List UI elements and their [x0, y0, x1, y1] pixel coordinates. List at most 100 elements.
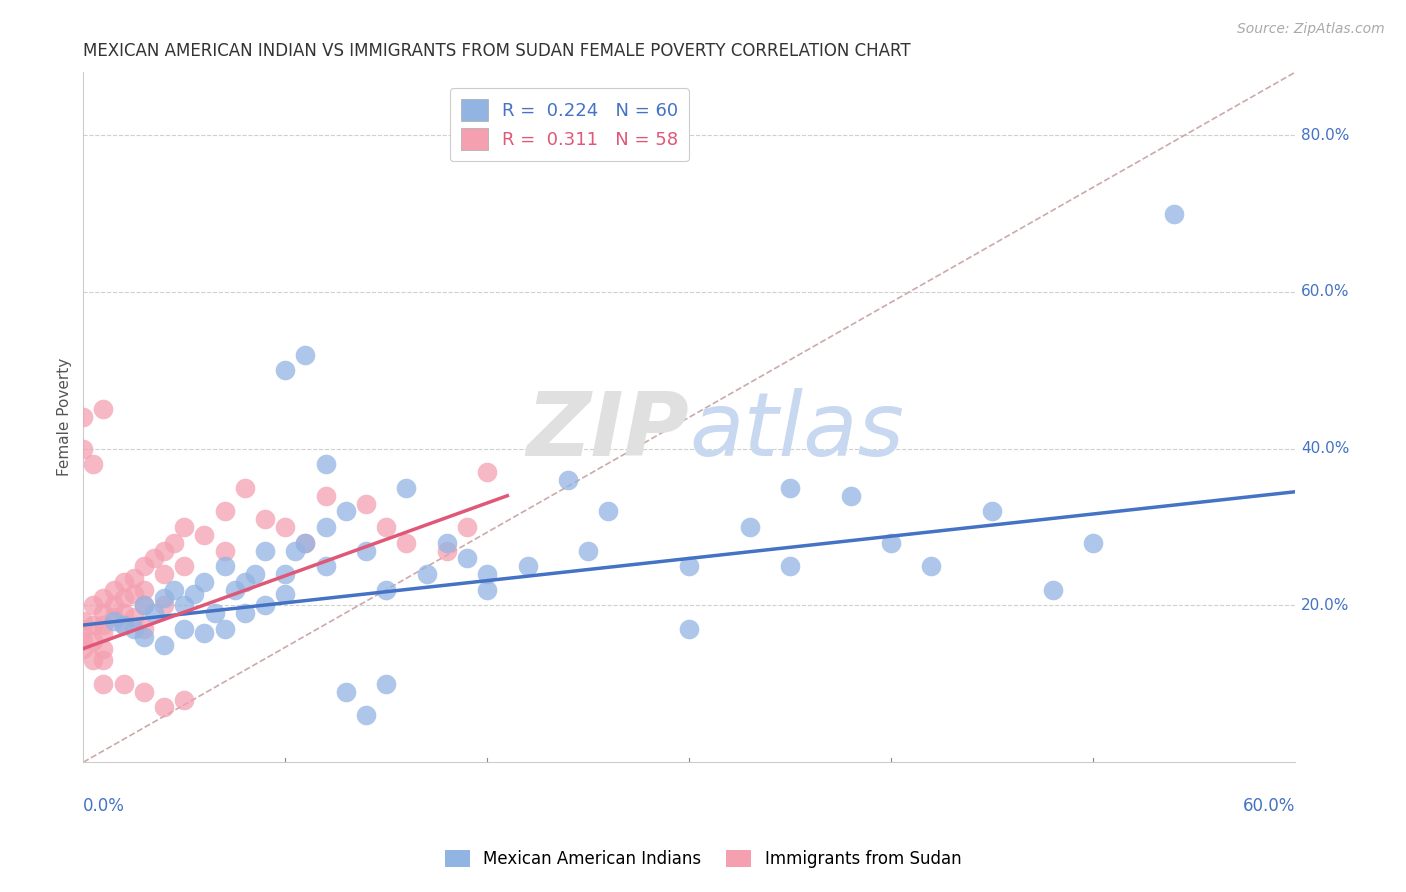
Y-axis label: Female Poverty: Female Poverty — [58, 359, 72, 476]
Point — [243, 567, 266, 582]
Point — [93, 626, 115, 640]
Point — [779, 559, 801, 574]
Point — [93, 677, 115, 691]
Point — [72, 410, 94, 425]
Point — [274, 587, 297, 601]
Point — [436, 535, 458, 549]
Point — [132, 684, 155, 698]
Point — [163, 535, 186, 549]
Point — [153, 567, 176, 582]
Point — [103, 610, 125, 624]
Point — [456, 520, 478, 534]
Point — [82, 458, 104, 472]
Point — [72, 633, 94, 648]
Text: 60.0%: 60.0% — [1243, 797, 1295, 814]
Point — [173, 692, 195, 706]
Point — [354, 543, 377, 558]
Point — [93, 591, 115, 605]
Point — [274, 567, 297, 582]
Point — [557, 473, 579, 487]
Point — [132, 599, 155, 613]
Point — [93, 402, 115, 417]
Text: 80.0%: 80.0% — [1301, 128, 1350, 143]
Point — [335, 504, 357, 518]
Point — [456, 551, 478, 566]
Point — [173, 559, 195, 574]
Point — [153, 543, 176, 558]
Point — [93, 607, 115, 621]
Point — [103, 582, 125, 597]
Point — [395, 481, 418, 495]
Point — [475, 567, 498, 582]
Point — [153, 591, 176, 605]
Point — [82, 618, 104, 632]
Point — [153, 638, 176, 652]
Point — [294, 348, 316, 362]
Text: 0.0%: 0.0% — [83, 797, 125, 814]
Point — [294, 535, 316, 549]
Point — [375, 520, 398, 534]
Point — [598, 504, 620, 518]
Text: 20.0%: 20.0% — [1301, 598, 1350, 613]
Point — [475, 465, 498, 479]
Point — [315, 489, 337, 503]
Point — [112, 591, 135, 605]
Point — [103, 599, 125, 613]
Point — [436, 543, 458, 558]
Point — [354, 708, 377, 723]
Point — [132, 622, 155, 636]
Point — [153, 700, 176, 714]
Text: atlas: atlas — [689, 388, 904, 475]
Point — [1081, 535, 1104, 549]
Point — [132, 559, 155, 574]
Point — [82, 653, 104, 667]
Point — [72, 641, 94, 656]
Text: ZIP: ZIP — [526, 388, 689, 475]
Point — [233, 574, 256, 589]
Point — [253, 512, 276, 526]
Point — [173, 599, 195, 613]
Point — [183, 587, 205, 601]
Point — [375, 677, 398, 691]
Point — [779, 481, 801, 495]
Point — [132, 582, 155, 597]
Point — [475, 582, 498, 597]
Point — [143, 607, 166, 621]
Point — [233, 481, 256, 495]
Point — [214, 543, 236, 558]
Point — [122, 571, 145, 585]
Point — [981, 504, 1004, 518]
Point — [678, 559, 700, 574]
Point — [132, 630, 155, 644]
Point — [153, 599, 176, 613]
Point — [193, 574, 215, 589]
Point — [122, 622, 145, 636]
Point — [72, 614, 94, 628]
Text: Source: ZipAtlas.com: Source: ZipAtlas.com — [1237, 22, 1385, 37]
Point — [214, 559, 236, 574]
Point — [516, 559, 538, 574]
Text: MEXICAN AMERICAN INDIAN VS IMMIGRANTS FROM SUDAN FEMALE POVERTY CORRELATION CHAR: MEXICAN AMERICAN INDIAN VS IMMIGRANTS FR… — [83, 42, 911, 60]
Point — [122, 610, 145, 624]
Text: 60.0%: 60.0% — [1301, 285, 1350, 300]
Point — [738, 520, 761, 534]
Point — [72, 442, 94, 456]
Point — [678, 622, 700, 636]
Point — [93, 641, 115, 656]
Point — [274, 363, 297, 377]
Point — [1163, 206, 1185, 220]
Point — [395, 535, 418, 549]
Point — [354, 497, 377, 511]
Point — [253, 543, 276, 558]
Point — [214, 622, 236, 636]
Point — [224, 582, 246, 597]
Legend: R =  0.224   N = 60, R =  0.311   N = 58: R = 0.224 N = 60, R = 0.311 N = 58 — [450, 88, 689, 161]
Point — [193, 626, 215, 640]
Point — [920, 559, 942, 574]
Point — [93, 618, 115, 632]
Point — [315, 458, 337, 472]
Point — [880, 535, 903, 549]
Text: 40.0%: 40.0% — [1301, 442, 1350, 456]
Point — [112, 574, 135, 589]
Point — [163, 582, 186, 597]
